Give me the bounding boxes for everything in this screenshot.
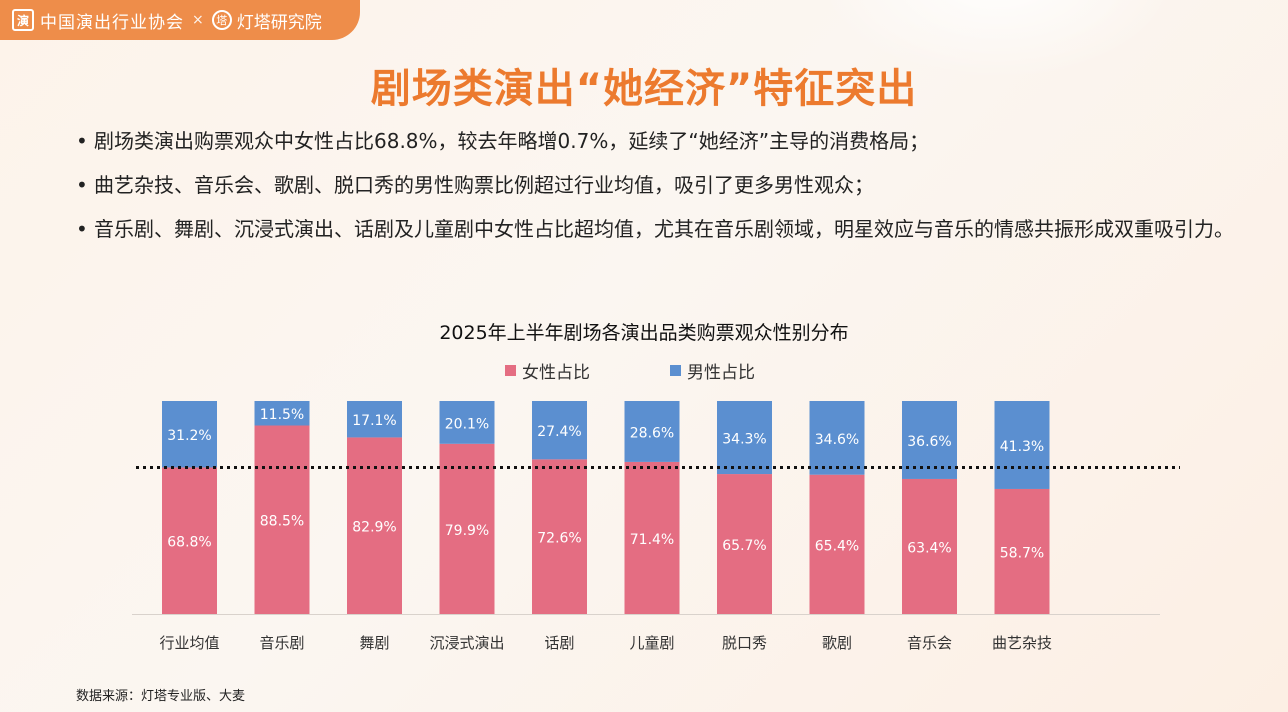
data-label-female: 65.4%	[815, 538, 859, 554]
bar-male	[994, 401, 1050, 489]
data-label-male: 27.4%	[537, 424, 581, 440]
data-label-male: 11.5%	[260, 407, 304, 423]
data-source: 数据来源：灯塔专业版、大麦	[76, 689, 246, 704]
bullet-list: 剧场类演出购票观众中女性占比68.8%，较去年略增0.7%，延续了“她经济”主导…	[76, 124, 1246, 256]
bar-female	[717, 474, 772, 614]
data-label-male: 28.6%	[630, 425, 674, 441]
separator: ×	[192, 12, 204, 28]
bar-male	[439, 401, 495, 444]
bar-female	[532, 459, 587, 614]
data-label-female: 58.7%	[1000, 545, 1044, 561]
bar-male	[347, 401, 402, 438]
lighthouse-logo-icon: 塔	[211, 10, 232, 30]
data-label-female: 63.4%	[907, 540, 951, 556]
bar-female	[162, 467, 217, 614]
chart-title: 2025年上半年剧场各演出品类购票观众性别分布	[439, 322, 849, 344]
data-label-female: 88.5%	[260, 514, 304, 530]
bullet-item: 剧场类演出购票观众中女性占比68.8%，较去年略增0.7%，延续了“她经济”主导…	[76, 124, 1246, 159]
data-label-male: 41.3%	[1000, 439, 1044, 455]
legend-item-female: 女性占比	[505, 358, 590, 383]
data-label-female: 65.7%	[722, 538, 766, 554]
bar-female	[994, 488, 1050, 614]
x-tick-label: 曲艺杂技	[992, 634, 1052, 652]
x-tick-label: 音乐剧	[259, 634, 304, 652]
bar-male	[717, 401, 772, 475]
legend-swatch-male	[670, 365, 681, 376]
bar-female	[624, 461, 680, 614]
bullet-item: 曲艺杂技、音乐会、歌剧、脱口秀的男性购票比例超过行业均值，吸引了更多男性观众；	[76, 168, 1246, 203]
data-label-female: 82.9%	[352, 520, 396, 536]
bar-male	[624, 401, 680, 462]
data-label-male: 34.6%	[815, 432, 859, 448]
header-badge: 演 中国演出行业协会 × 塔 灯塔研究院	[0, 0, 360, 40]
data-label-male: 31.2%	[167, 428, 211, 444]
x-tick-label: 儿童剧	[629, 634, 674, 652]
bullet-item: 音乐剧、舞剧、沉浸式演出、话剧及儿童剧中女性占比超均值，尤其在音乐剧领域，明星效…	[76, 212, 1246, 247]
x-tick-label: 话剧	[544, 634, 574, 652]
data-label-male: 34.3%	[722, 432, 766, 448]
association-logo-icon: 演	[12, 9, 34, 31]
bar-female	[439, 443, 495, 614]
bar-male	[532, 401, 587, 460]
data-label-female: 72.6%	[537, 531, 581, 547]
data-label-female: 68.8%	[167, 535, 211, 551]
bar-male	[809, 401, 865, 475]
bar-female	[809, 474, 865, 614]
x-tick-label: 音乐会	[907, 634, 952, 652]
x-tick-label: 行业均值	[159, 634, 219, 652]
org-name-1: 中国演出行业协会	[40, 12, 184, 33]
legend-item-male: 男性占比	[670, 358, 755, 383]
bar-female	[254, 425, 310, 614]
page-title: 剧场类演出“她经济”特征突出	[370, 66, 918, 112]
x-tick-label: 歌剧	[822, 634, 852, 652]
org-name-2: 灯塔研究院	[236, 12, 322, 33]
x-tick-label: 舞剧	[359, 634, 389, 652]
x-tick-label: 沉浸式演出	[429, 634, 504, 652]
bar-male	[254, 401, 310, 426]
x-tick-label: 脱口秀	[722, 634, 767, 652]
data-label-female: 71.4%	[630, 532, 674, 548]
data-label-male: 36.6%	[907, 434, 951, 450]
data-label-male: 20.1%	[445, 416, 489, 432]
bar-male	[162, 401, 217, 468]
data-label-male: 17.1%	[352, 413, 396, 429]
legend-label-male: 男性占比	[687, 363, 755, 383]
legend-label-female: 女性占比	[522, 363, 590, 383]
legend-swatch-female	[505, 365, 516, 376]
chart-legend: 女性占比 男性占比	[505, 358, 755, 383]
bar-female	[902, 478, 957, 614]
data-label-female: 79.9%	[445, 523, 489, 539]
